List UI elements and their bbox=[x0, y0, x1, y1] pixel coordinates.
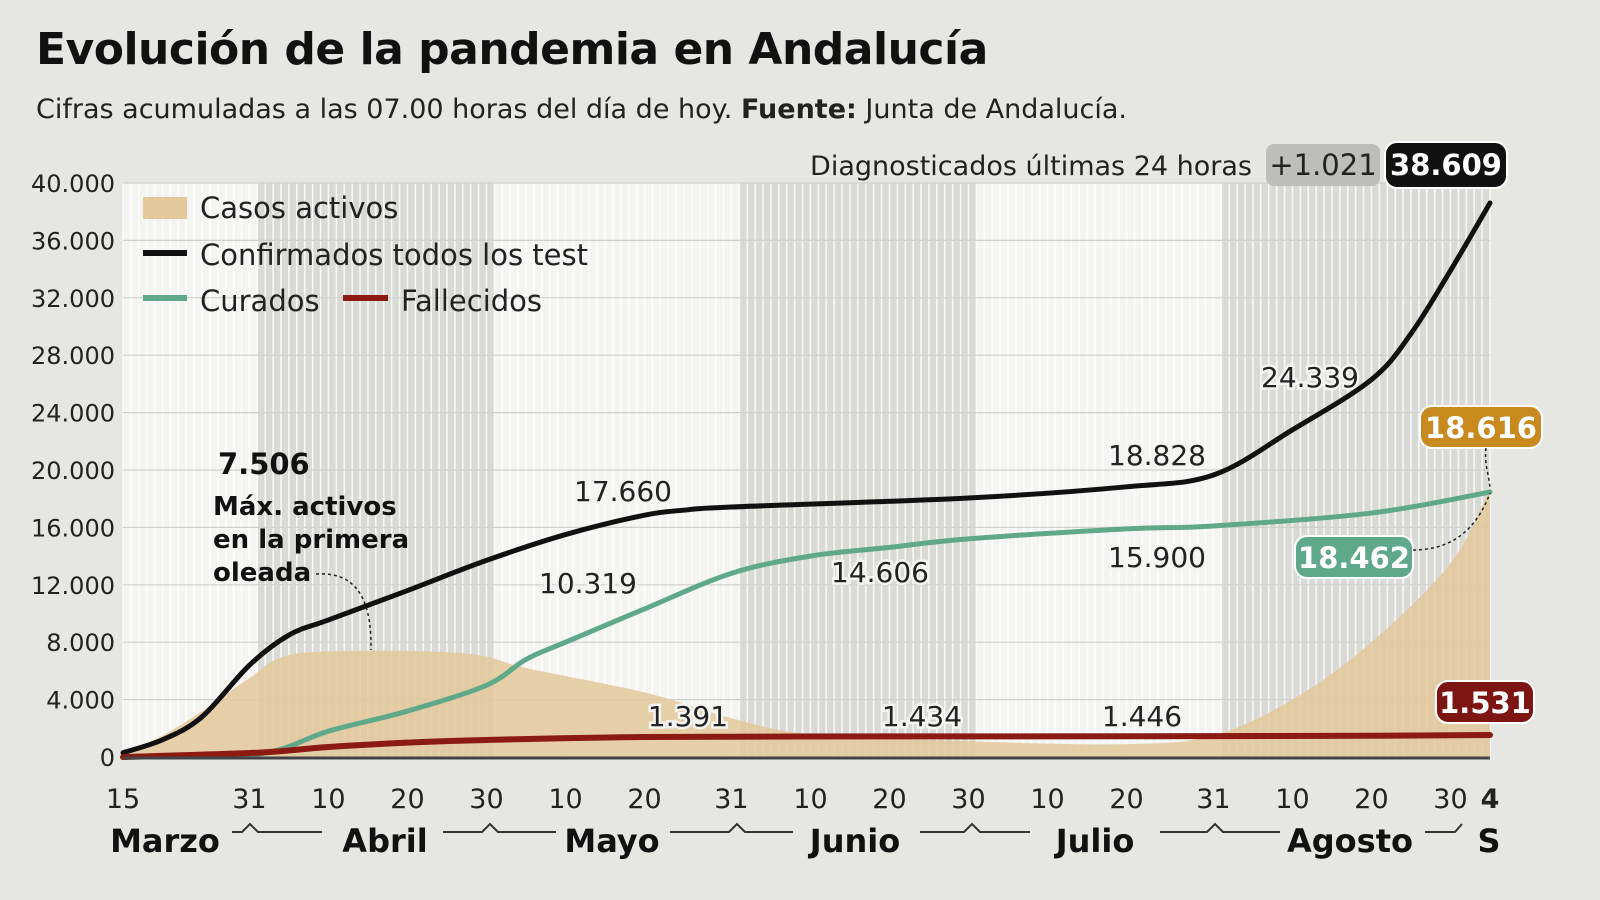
end-curados-label: 18.462 bbox=[1298, 541, 1410, 575]
x-tick-label: 15 bbox=[106, 784, 140, 815]
end-fallecidos-label-badge bbox=[1435, 680, 1535, 724]
y-tick-label: 40.000 bbox=[31, 170, 115, 198]
max-annotation-text: Máx. activos bbox=[213, 492, 397, 522]
month-label: Junio bbox=[808, 822, 900, 860]
value-label: 14.606 bbox=[831, 556, 929, 589]
y-tick-label: 16.000 bbox=[31, 514, 115, 542]
x-tick-label: 10 bbox=[548, 784, 582, 815]
value-label: 10.319 bbox=[539, 567, 637, 600]
month-bracket bbox=[443, 822, 556, 833]
chart-title: Evolución de la pandemia en Andalucía bbox=[36, 24, 988, 75]
x-tick-label: 20 bbox=[627, 784, 661, 815]
y-tick-label: 28.000 bbox=[31, 342, 115, 370]
max-annotation-text: oleada bbox=[213, 558, 311, 588]
legend-swatch-activos bbox=[143, 197, 187, 219]
month-label: Agosto bbox=[1287, 822, 1413, 860]
legend-label: Curados bbox=[200, 284, 320, 318]
month-bracket bbox=[670, 822, 793, 833]
month-bracket bbox=[920, 822, 1030, 833]
value-label: 18.828 bbox=[1108, 439, 1206, 472]
y-tick-label: 20.000 bbox=[31, 457, 115, 485]
max-value-label: 7.506 bbox=[218, 447, 310, 481]
summary-label: Diagnosticados últimas 24 horas bbox=[810, 151, 1252, 182]
y-tick-label: 0 bbox=[100, 744, 115, 772]
source-text: Junta de Andalucía. bbox=[865, 94, 1128, 125]
value-label: 1.391 bbox=[648, 700, 728, 733]
month-label: Julio bbox=[1054, 822, 1135, 860]
summary-total-badge bbox=[1384, 141, 1508, 189]
end-activos-label: 18.616 bbox=[1425, 411, 1537, 445]
subtitle-text: Cifras acumuladas a las 07.00 horas del … bbox=[36, 94, 733, 125]
value-label: 24.339 bbox=[1261, 361, 1359, 394]
month-label: Marzo bbox=[110, 822, 220, 860]
value-label: 1.434 bbox=[882, 700, 962, 733]
value-label: 1.446 bbox=[1102, 700, 1182, 733]
month-bracket bbox=[1160, 822, 1280, 833]
y-tick-label: 4.000 bbox=[46, 687, 115, 715]
end-fallecidos-label: 1.531 bbox=[1439, 686, 1531, 720]
curados-leader bbox=[1412, 492, 1491, 551]
y-tick-label: 32.000 bbox=[31, 285, 115, 313]
x-tick-label: 10 bbox=[793, 784, 827, 815]
x-tick-label: 4 bbox=[1481, 784, 1500, 815]
x-tick-label: 30 bbox=[1433, 784, 1467, 815]
max-annotation-leader bbox=[315, 573, 372, 651]
month-bracket bbox=[232, 822, 322, 833]
series-curados-line bbox=[120, 489, 1493, 760]
summary-delta-badge bbox=[1266, 144, 1380, 186]
end-activos-label-badge bbox=[1419, 405, 1543, 449]
source-label: Fuente: bbox=[740, 94, 857, 125]
series-casos-activos-area bbox=[123, 489, 1490, 757]
x-tick-label: 10 bbox=[1275, 784, 1309, 815]
y-tick-label: 8.000 bbox=[46, 629, 115, 657]
chart-subtitle: Cifras acumuladas a las 07.00 horas del … bbox=[36, 94, 1127, 125]
y-tick-label: 24.000 bbox=[31, 400, 115, 428]
summary-total: 38.609 bbox=[1390, 148, 1502, 182]
month-label: S bbox=[1477, 822, 1500, 860]
series-confirmados-todos-los-test-line bbox=[120, 200, 1493, 756]
x-tick-label: 31 bbox=[714, 784, 748, 815]
series-fallecidos-line bbox=[120, 732, 1493, 760]
legend-label: Confirmados todos los test bbox=[200, 238, 588, 272]
legend-label: Fallecidos bbox=[401, 284, 542, 318]
x-tick-label: 31 bbox=[1196, 784, 1230, 815]
month-label: Mayo bbox=[564, 822, 659, 860]
x-tick-label: 31 bbox=[232, 784, 266, 815]
x-tick-label: 30 bbox=[469, 784, 503, 815]
value-label: 15.900 bbox=[1108, 541, 1206, 574]
x-tick-label: 20 bbox=[872, 784, 906, 815]
legend-label: Casos activos bbox=[200, 191, 398, 225]
max-annotation-text: en la primera bbox=[213, 525, 409, 555]
x-tick-label: 30 bbox=[951, 784, 985, 815]
y-tick-label: 12.000 bbox=[31, 572, 115, 600]
summary-delta: +1.021 bbox=[1269, 148, 1376, 182]
x-tick-label: 10 bbox=[1030, 784, 1064, 815]
x-tick-label: 20 bbox=[390, 784, 424, 815]
x-tick-label: 20 bbox=[1109, 784, 1143, 815]
x-tick-label: 20 bbox=[1354, 784, 1388, 815]
month-bracket bbox=[1425, 823, 1463, 833]
value-label: 17.660 bbox=[574, 475, 672, 508]
x-tick-label: 10 bbox=[311, 784, 345, 815]
end-curados-label-badge bbox=[1294, 535, 1414, 579]
month-label: Abril bbox=[342, 822, 427, 860]
y-tick-label: 36.000 bbox=[31, 227, 115, 255]
